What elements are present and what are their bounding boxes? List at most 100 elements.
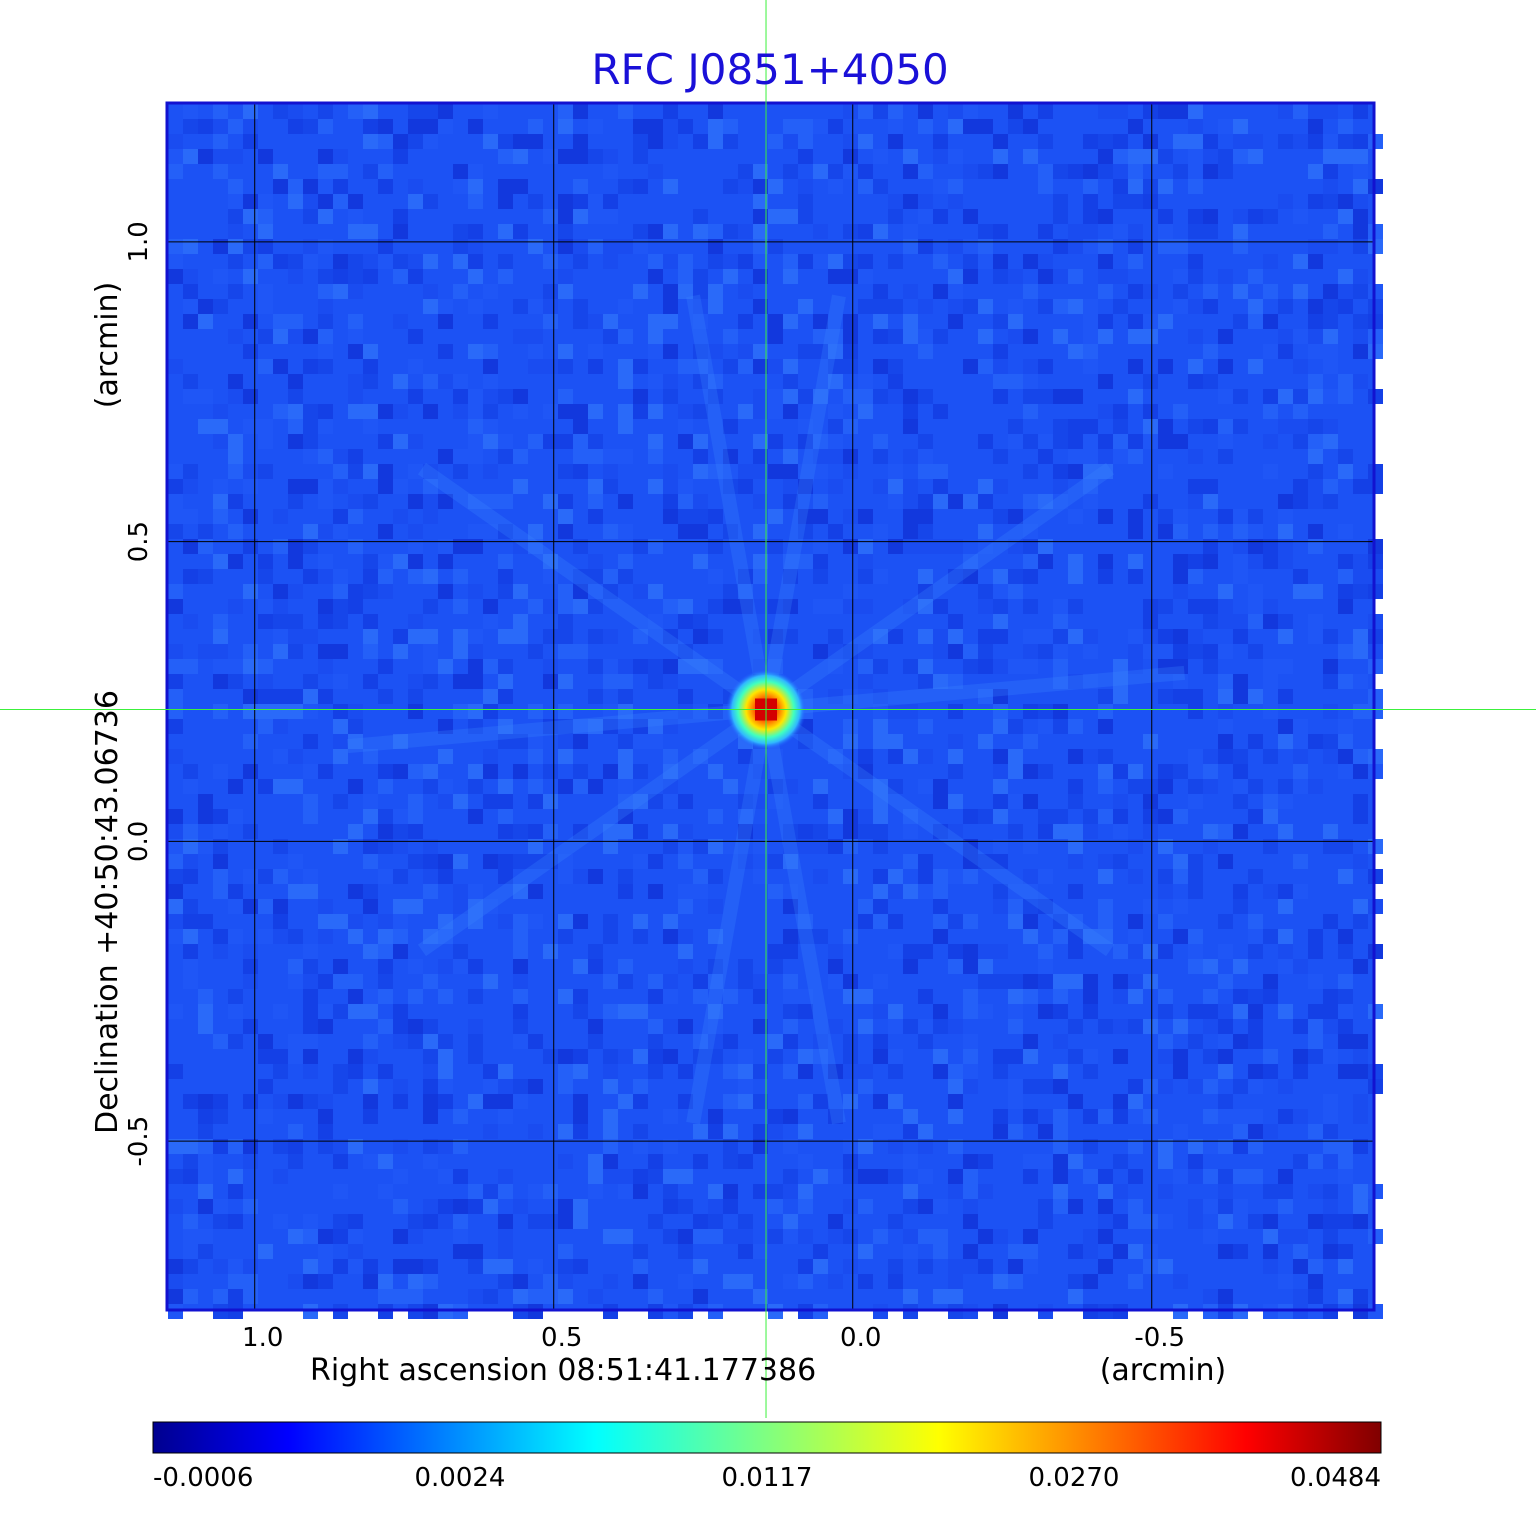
coordinate-grid [168,104,1373,1309]
noise-pixel [1098,104,1113,119]
noise-pixel [648,404,663,419]
noise-pixel [1323,224,1338,239]
noise-pixel [948,914,963,929]
noise-pixel [588,404,603,419]
noise-pixel [438,659,453,674]
noise-pixel [1248,299,1263,314]
noise-pixel [438,959,453,974]
noise-pixel [438,1049,453,1064]
noise-pixel [1263,1229,1278,1244]
noise-pixel [1053,419,1068,434]
noise-pixel [753,464,768,479]
noise-pixel [1203,224,1218,239]
noise-pixel [888,134,903,149]
noise-pixel [243,1019,258,1034]
noise-pixel [1068,824,1083,839]
noise-pixel [603,1004,618,1019]
noise-pixel [1173,104,1188,119]
noise-pixel [1083,749,1098,764]
noise-pixel [468,449,483,464]
noise-pixel [393,869,408,884]
noise-pixel [408,569,423,584]
noise-pixel [633,1274,648,1289]
noise-pixel [468,914,483,929]
noise-pixel [843,719,858,734]
noise-pixel [963,659,978,674]
noise-pixel [183,104,198,119]
noise-pixel [558,1289,573,1304]
noise-pixel [213,869,228,884]
noise-pixel [1023,839,1038,854]
noise-pixel [1188,1199,1203,1214]
noise-pixel [1173,809,1188,824]
noise-pixel [813,1049,828,1064]
noise-pixel [408,1229,423,1244]
noise-pixel [393,1289,408,1304]
noise-pixel [723,269,738,284]
noise-pixel [1218,719,1233,734]
noise-pixel [1068,674,1083,689]
noise-pixel [513,1019,528,1034]
noise-pixel [1143,944,1158,959]
noise-pixel [798,254,813,269]
noise-pixel [978,659,993,674]
noise-pixel [723,779,738,794]
noise-pixel [198,419,213,434]
noise-pixel [933,404,948,419]
noise-pixel [468,419,483,434]
noise-pixel [993,974,1008,989]
noise-pixel [1293,884,1308,899]
noise-pixel [1338,929,1353,944]
noise-pixel [513,1004,528,1019]
noise-pixel [498,1259,513,1274]
noise-pixel [738,1274,753,1289]
noise-pixel [588,689,603,704]
noise-pixel [1143,374,1158,389]
noise-pixel [888,329,903,344]
noise-pixel [798,524,813,539]
noise-pixel [1053,329,1068,344]
noise-pixel [423,1139,438,1154]
x-tick-label: 1.0 [242,1323,283,1353]
noise-pixel [1023,899,1038,914]
noise-pixel [1293,434,1308,449]
noise-pixel [273,914,288,929]
image-pixels [168,104,1383,1319]
noise-pixel [1203,164,1218,179]
noise-pixel [888,389,903,404]
noise-pixel [363,344,378,359]
noise-pixel [1248,539,1263,554]
noise-pixel [1038,449,1053,464]
noise-pixel [513,944,528,959]
noise-pixel [1338,974,1353,989]
noise-pixel [1188,1004,1203,1019]
noise-pixel [483,1259,498,1274]
noise-pixel [258,779,273,794]
noise-pixel [528,1034,543,1049]
noise-pixel [1113,404,1128,419]
noise-pixel [453,704,468,719]
noise-pixel [588,434,603,449]
noise-pixel [1053,1124,1068,1139]
noise-pixel [948,119,963,134]
noise-pixel [693,1154,708,1169]
noise-pixel [363,749,378,764]
noise-pixel [228,1139,243,1154]
noise-pixel [1173,434,1188,449]
noise-pixel [888,1004,903,1019]
noise-pixel [648,659,663,674]
noise-pixel [1113,1244,1128,1259]
noise-pixel [768,179,783,194]
noise-pixel [1158,1034,1173,1049]
noise-pixel [198,644,213,659]
noise-pixel [1323,839,1338,854]
noise-pixel [243,269,258,284]
noise-pixel [1038,269,1053,284]
noise-pixel [258,329,273,344]
noise-pixel [423,509,438,524]
noise-pixel [573,599,588,614]
noise-pixel [1203,374,1218,389]
noise-pixel [708,1019,723,1034]
noise-pixel [693,494,708,509]
noise-pixel [273,179,288,194]
